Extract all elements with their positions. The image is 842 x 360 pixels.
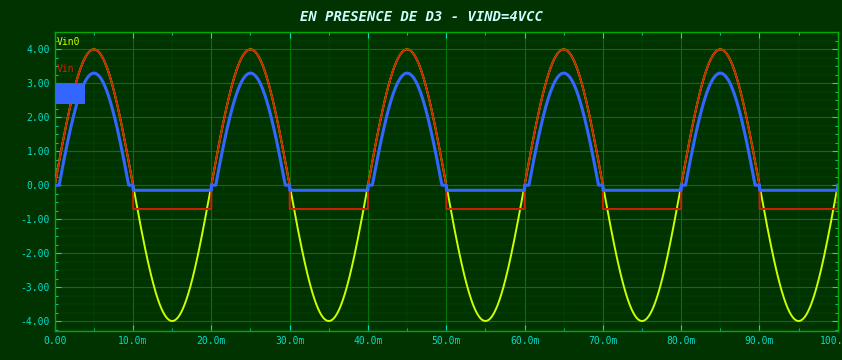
Text: Vin: Vin <box>56 64 74 74</box>
Text: Vin0: Vin0 <box>56 37 80 47</box>
FancyBboxPatch shape <box>56 83 85 104</box>
Text: EN PRESENCE DE D3 - VIND=4VCC: EN PRESENCE DE D3 - VIND=4VCC <box>300 10 542 24</box>
